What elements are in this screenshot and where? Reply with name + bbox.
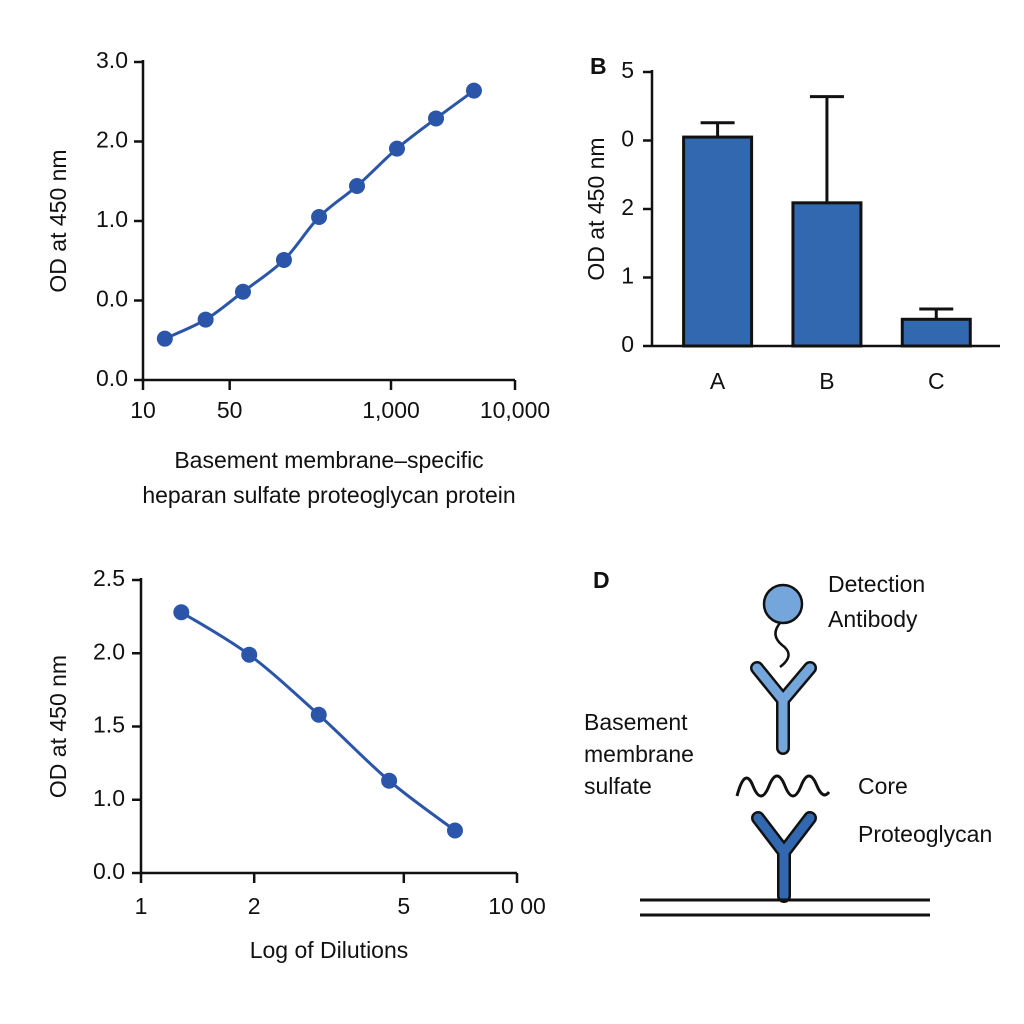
- y-tick-label: 2.0: [93, 638, 125, 664]
- x-axis-label: heparan sulfate proteoglycan protein: [142, 482, 515, 508]
- diagram-label: Core: [858, 773, 908, 799]
- x-axis-label: Basement membrane–specific: [174, 447, 483, 473]
- y-axis-label: OD at 450 nm: [45, 149, 71, 292]
- diagram: D Detection Antibody Basement membrane s…: [584, 567, 992, 917]
- y-tick-label: 1.0: [93, 785, 125, 811]
- x-tick-label: 50: [217, 397, 243, 423]
- detection-label-bead: [762, 583, 804, 625]
- core-protein: [735, 774, 831, 798]
- panel-label: B: [590, 53, 607, 79]
- point: [234, 283, 251, 300]
- point: [173, 604, 190, 621]
- point: [311, 209, 328, 226]
- y-tick-label: 0.0: [96, 365, 128, 391]
- x-tick-label: A: [710, 368, 726, 394]
- x-tick-label: 1,000: [362, 397, 420, 423]
- point: [156, 330, 173, 347]
- panel-label: D: [593, 567, 610, 593]
- y-tick-label: 3.0: [96, 47, 128, 73]
- x-tick-label: C: [928, 368, 945, 394]
- linker: [774, 622, 790, 668]
- bar: [682, 135, 754, 348]
- point: [428, 110, 445, 127]
- y-tick-label: 1: [621, 263, 634, 289]
- y-tick-label: 1.5: [93, 712, 125, 738]
- y-tick-label: 0: [621, 126, 634, 152]
- point: [349, 178, 366, 195]
- x-tick-label: B: [819, 368, 834, 394]
- x-tick-label: 10,000: [480, 397, 550, 423]
- bar: [900, 317, 972, 348]
- diagram-label: Antibody: [828, 606, 918, 632]
- x-tick-label: 10: [130, 397, 156, 423]
- y-axis-label: OD at 450 nm: [583, 137, 609, 280]
- y-axis-label: OD at 450 nm: [45, 655, 71, 798]
- x-tick-label: 1: [135, 893, 148, 919]
- y-tick-label: 2: [621, 194, 634, 220]
- point: [310, 706, 327, 723]
- detection-antibody: [752, 663, 815, 753]
- diagram-label: Basement: [584, 709, 688, 735]
- point: [241, 646, 258, 663]
- point: [388, 140, 405, 157]
- y-tick-label: 1.0: [96, 206, 128, 232]
- y-tick-label: 0: [621, 331, 634, 357]
- point: [197, 311, 214, 328]
- x-tick-label: 10 00: [488, 893, 546, 919]
- x-tick-label: 5: [397, 893, 410, 919]
- diagram-label: Proteoglycan: [858, 821, 992, 847]
- diagram-label: membrane: [584, 741, 694, 767]
- y-tick-label: 5: [621, 57, 634, 83]
- point: [381, 772, 398, 789]
- y-tick-label: 0.0: [93, 858, 125, 884]
- point: [275, 251, 292, 268]
- x-tick-label: 2: [248, 893, 261, 919]
- diagram-label: sulfate: [584, 773, 652, 799]
- diagram-label: Detection: [828, 571, 925, 597]
- y-tick-label: 0.0: [96, 286, 128, 312]
- bar: [791, 201, 863, 348]
- x-axis-label: Log of Dilutions: [250, 937, 409, 963]
- capture-antibody: [753, 813, 815, 901]
- point: [446, 822, 463, 839]
- point: [465, 82, 482, 99]
- y-tick-label: 2.5: [93, 565, 125, 591]
- y-tick-label: 2.0: [96, 127, 128, 153]
